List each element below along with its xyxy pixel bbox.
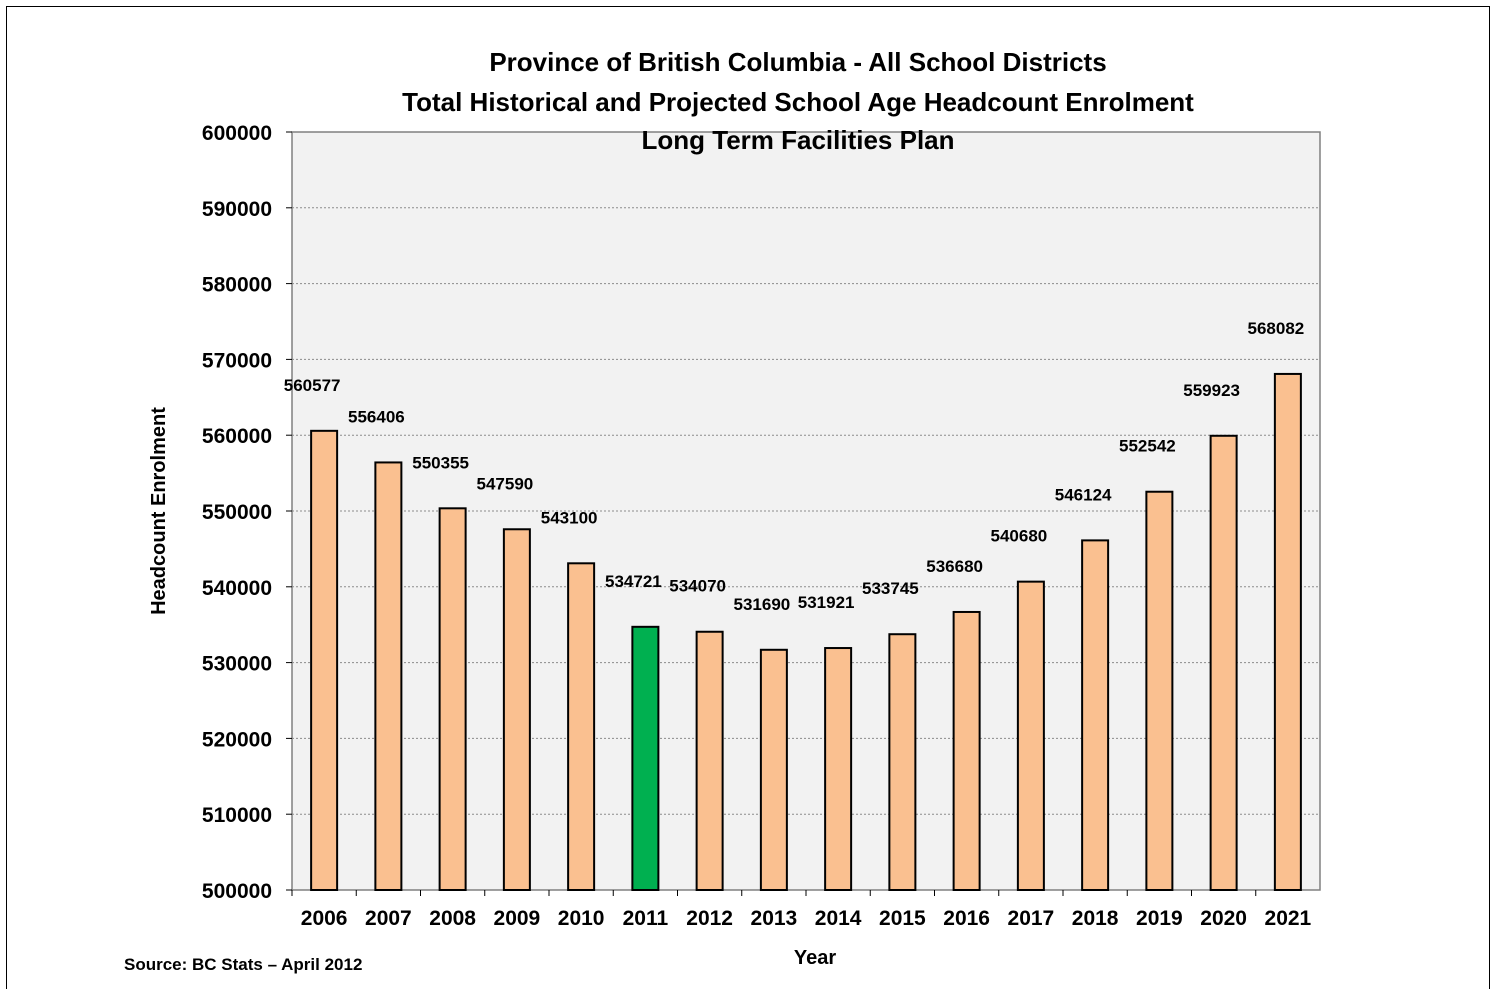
x-tick-labels: 2006 2007 2008 2009 2010 2011 2012 2013 2014 2015… — [301, 907, 1312, 930]
x-tick-label-2018: 2018 — [1072, 907, 1119, 930]
bar-2018 — [1081, 539, 1110, 891]
data-label-2010: 543100 — [541, 508, 598, 527]
x-tick-label-2011: 2011 — [623, 907, 669, 930]
y-tick-label: 570000 — [202, 349, 272, 372]
data-label-2008: 550355 — [412, 453, 469, 472]
bar-2007 — [374, 461, 403, 891]
chart-title-line-2: Total Historical and Projected School Ag… — [402, 87, 1194, 117]
chart-frame — [6, 6, 1490, 989]
x-tick-label-2013: 2013 — [751, 907, 798, 930]
data-labels: 560577 556406 550355 547590 543100 534721 5340… — [284, 319, 1304, 614]
x-tick-label-2009: 2009 — [494, 907, 541, 930]
y-tick-label: 550000 — [202, 501, 272, 524]
x-tick-label-2020: 2020 — [1200, 907, 1247, 930]
y-tick-labels: 500000 510000 520000 530000 540000 550000 5600… — [202, 122, 272, 903]
bar-2011 — [631, 625, 660, 891]
data-label-2013: 531690 — [734, 595, 791, 614]
x-tick-label-2014: 2014 — [815, 907, 862, 930]
bar-2010 — [567, 562, 596, 891]
bar-2014 — [824, 647, 853, 891]
y-tick-label: 540000 — [202, 577, 272, 600]
data-label-2019: 552542 — [1119, 437, 1176, 456]
data-label-2007: 556406 — [348, 407, 405, 426]
y-tick-label: 600000 — [202, 122, 272, 145]
x-tick-label-2017: 2017 — [1008, 907, 1055, 930]
data-label-2006: 560577 — [284, 376, 341, 395]
source-note: Source: BC Stats – April 2012 — [124, 955, 362, 974]
x-tick-label-2010: 2010 — [558, 907, 605, 930]
data-label-2009: 547590 — [477, 474, 534, 493]
bar-2013 — [759, 648, 788, 891]
bar-2016 — [952, 610, 981, 891]
y-tick-label: 530000 — [202, 653, 272, 676]
bar-2012 — [695, 630, 724, 891]
data-label-2017: 540680 — [991, 527, 1048, 546]
x-tick-label-2016: 2016 — [943, 907, 990, 930]
y-tick-label: 500000 — [202, 880, 272, 903]
bar-2017 — [1016, 580, 1045, 892]
x-tick-label-2015: 2015 — [879, 907, 926, 930]
x-axis-label: Year — [794, 947, 836, 969]
data-label-2021: 568082 — [1248, 319, 1305, 338]
data-label-2014: 531921 — [798, 593, 855, 612]
bar-2021 — [1273, 372, 1302, 892]
bar-2006 — [310, 429, 339, 891]
data-label-2015: 533745 — [862, 579, 919, 598]
chart-title: Province of British Columbia - All Schoo… — [402, 47, 1194, 155]
chart-title-line-3: Long Term Facilities Plan — [641, 125, 954, 155]
bar-2009 — [502, 528, 531, 892]
data-label-2018: 546124 — [1055, 485, 1112, 504]
data-label-2016: 536680 — [926, 557, 983, 576]
bars — [310, 372, 1302, 892]
chart-title-line-1: Province of British Columbia - All Schoo… — [489, 47, 1106, 77]
x-tick-label-2007: 2007 — [365, 907, 412, 930]
data-label-2011: 534721 — [605, 572, 662, 591]
bar-2020 — [1209, 434, 1238, 891]
bar-2019 — [1145, 490, 1174, 891]
y-tick-label: 520000 — [202, 728, 272, 751]
y-tick-label: 510000 — [202, 804, 272, 827]
data-label-2012: 534070 — [669, 577, 726, 596]
bar-2015 — [888, 633, 917, 891]
x-tick-label-2006: 2006 — [301, 907, 348, 930]
x-tick-label-2021: 2021 — [1265, 907, 1312, 930]
data-label-2020: 559923 — [1183, 381, 1240, 400]
x-tick-label-2019: 2019 — [1136, 907, 1183, 930]
x-tick-label-2012: 2012 — [686, 907, 733, 930]
y-axis-label: Headcount Enrolment — [148, 407, 170, 615]
y-tick-label: 560000 — [202, 425, 272, 448]
bar-2008 — [438, 507, 467, 891]
y-tick-label: 590000 — [202, 198, 272, 221]
y-tick-label: 580000 — [202, 274, 272, 297]
x-tick-label-2008: 2008 — [429, 907, 476, 930]
